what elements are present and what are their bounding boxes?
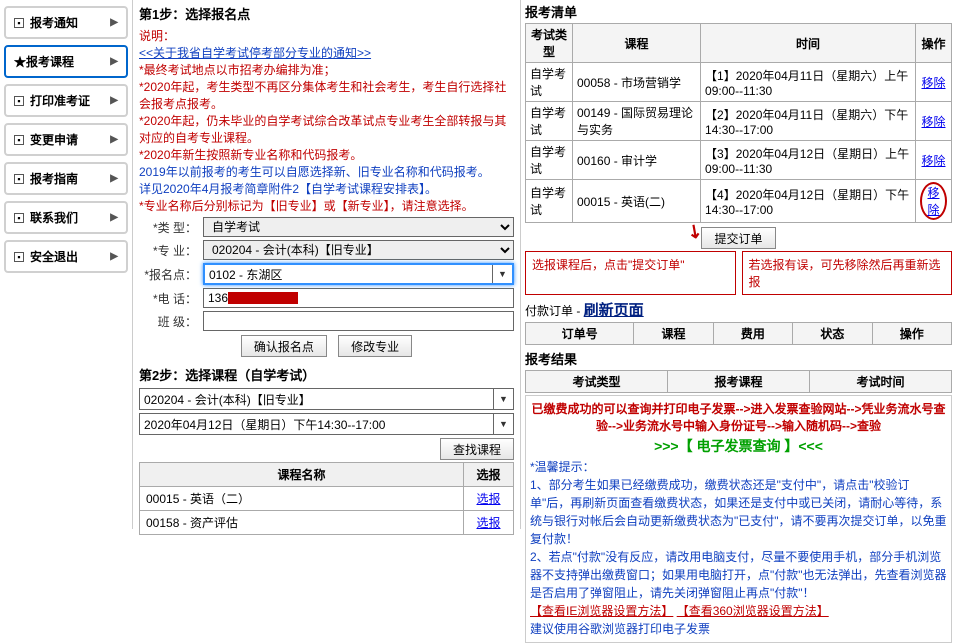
square-icon: ▪ bbox=[14, 96, 24, 106]
course-row: 00158 - 资产评估选报 bbox=[140, 511, 514, 535]
sidebar-item-label: 安全退出 bbox=[30, 248, 78, 265]
chevron-down-icon: ▼ bbox=[492, 265, 512, 283]
step2-major-select[interactable]: 020204 - 会计(本科)【旧专业】▼ bbox=[139, 388, 514, 410]
col-select: 选报 bbox=[464, 463, 514, 487]
modify-major-button[interactable]: 修改专业 bbox=[338, 335, 412, 357]
square-icon: ▪ bbox=[14, 174, 24, 184]
sidebar-item-label: 变更申请 bbox=[30, 131, 78, 148]
sidebar-item-label: 打印准考证 bbox=[30, 92, 90, 109]
chevron-right-icon: ▶ bbox=[110, 251, 118, 262]
square-icon: ▪ bbox=[14, 18, 24, 28]
step2-date-select[interactable]: 2020年04月12日（星期日）下午14:30--17:00▼ bbox=[139, 413, 514, 435]
sidebar-item-register[interactable]: ★报考课程 ▶ bbox=[4, 45, 128, 78]
course-table: 课程名称选报 00015 - 英语（二）选报 00158 - 资产评估选报 bbox=[139, 462, 514, 535]
square-icon: ▪ bbox=[14, 213, 24, 223]
square-icon: ▪ bbox=[14, 135, 24, 145]
sidebar-item-label: ★报考课程 bbox=[14, 53, 74, 70]
remove-link[interactable]: 移除 bbox=[921, 115, 945, 129]
redacted-bar bbox=[228, 292, 298, 304]
remove-circled: 移除 bbox=[920, 182, 947, 220]
label-major: *专 业： bbox=[139, 242, 203, 259]
type-select[interactable]: 自学考试 bbox=[203, 217, 514, 237]
remove-link[interactable]: 移除 bbox=[921, 76, 945, 90]
360-settings-link[interactable]: 【查看360浏览器设置方法】 bbox=[677, 604, 829, 618]
main-form: 第1步：选择报名点 说明： <<关于我省自学考试停考部分专业的通知>> *最终考… bbox=[132, 0, 520, 529]
confirm-site-button[interactable]: 确认报名点 bbox=[241, 335, 327, 357]
sidebar-item-label: 联系我们 bbox=[30, 209, 78, 226]
sidebar-item-logout[interactable]: ▪ 安全退出 ▶ bbox=[4, 240, 128, 273]
label-phone: *电 话： bbox=[139, 290, 203, 307]
chevron-right-icon: ▶ bbox=[110, 212, 118, 223]
phone-input[interactable]: 136 bbox=[203, 288, 514, 308]
cart-table: 考试类型课程时间操作 自学考试00058 - 市场营销学【1】2020年04月1… bbox=[525, 23, 952, 223]
major-select[interactable]: 020204 - 会计(本科)【旧专业】 bbox=[203, 240, 514, 260]
sidebar-item-guide[interactable]: ▪ 报考指南 ▶ bbox=[4, 162, 128, 195]
chevron-right-icon: ▶ bbox=[110, 17, 118, 28]
chevron-down-icon: ▼ bbox=[493, 414, 513, 434]
sidebar-item-label: 报考通知 bbox=[30, 14, 78, 31]
class-input[interactable] bbox=[203, 311, 514, 331]
sidebar-item-contact[interactable]: ▪ 联系我们 ▶ bbox=[4, 201, 128, 234]
submit-order-button[interactable]: 提交订单 bbox=[701, 227, 775, 249]
right-panel: 报考清单 考试类型课程时间操作 自学考试00058 - 市场营销学【1】2020… bbox=[520, 0, 956, 529]
sidebar-item-print[interactable]: ▪ 打印准考证 ▶ bbox=[4, 84, 128, 117]
cart-row: 自学考试00149 - 国际贸易理论与实务【2】2020年04月11日（星期六）… bbox=[526, 102, 952, 141]
cart-row: 自学考试00015 - 英语(二)【4】2020年04月12日（星期日）下午14… bbox=[526, 180, 952, 223]
select-course-link[interactable]: 选报 bbox=[476, 492, 500, 506]
select-course-link[interactable]: 选报 bbox=[476, 516, 500, 530]
sidebar: ▪ 报考通知 ▶ ★报考课程 ▶ ▪ 打印准考证 ▶ ▪ 变更申请 ▶ ▪ 报考指南 ▶ ▪ 联系我… bbox=[0, 0, 132, 529]
label-type: *类 型： bbox=[139, 219, 203, 236]
chevron-right-icon: ▶ bbox=[110, 173, 118, 184]
notice-link[interactable]: <<关于我省自学考试停考部分专业的通知>> bbox=[139, 46, 371, 60]
tip-red: 已缴费成功的可以查询并打印电子发票-->进入发票查验网站-->凭业务流水号查验-… bbox=[530, 400, 947, 434]
sidebar-item-change[interactable]: ▪ 变更申请 ▶ bbox=[4, 123, 128, 156]
result-table: 考试类型报考课程考试时间 bbox=[525, 370, 952, 393]
site-select[interactable]: 0102 - 东湖区▼ bbox=[203, 263, 514, 285]
ie-settings-link[interactable]: 【查看IE浏览器设置方法】 bbox=[530, 604, 673, 618]
label-class: 班 级： bbox=[139, 313, 203, 330]
notes: 说明： <<关于我省自学考试停考部分专业的通知>> *最终考试地点以市招考办编排… bbox=[139, 27, 514, 214]
col-course-name: 课程名称 bbox=[140, 463, 464, 487]
refresh-link[interactable]: 刷新页面 bbox=[584, 303, 644, 319]
square-icon: ▪ bbox=[14, 252, 24, 262]
chevron-right-icon: ▶ bbox=[110, 56, 118, 67]
remove-link[interactable]: 移除 bbox=[921, 154, 945, 168]
sidebar-item-label: 报考指南 bbox=[30, 170, 78, 187]
pay-title: 付款订单 - 刷新页面 bbox=[525, 299, 952, 320]
step1-title: 第1步：选择报名点 bbox=[139, 2, 514, 27]
chevron-down-icon: ▼ bbox=[493, 389, 513, 409]
remove-link[interactable]: 移除 bbox=[927, 186, 939, 217]
warm-tips: *温馨提示： 1、部分考生如果已经缴费成功，缴费状态还是"支付中"，请点击"校验… bbox=[530, 458, 947, 638]
step2-title: 第2步：选择课程（自学考试） bbox=[139, 365, 514, 384]
search-course-button[interactable]: 查找课程 bbox=[440, 438, 514, 460]
course-row: 00015 - 英语（二）选报 bbox=[140, 487, 514, 511]
cart-row: 自学考试00058 - 市场营销学【1】2020年04月11日（星期六）上午09… bbox=[526, 63, 952, 102]
cart-title: 报考清单 bbox=[525, 2, 952, 21]
chevron-right-icon: ▶ bbox=[110, 95, 118, 106]
chevron-right-icon: ▶ bbox=[110, 134, 118, 145]
cart-row: 自学考试00160 - 审计学【3】2020年04月12日（星期日）上午09:0… bbox=[526, 141, 952, 180]
hint-box-2: 若选报有误，可先移除然后再重新选报 bbox=[742, 251, 953, 295]
hint-box-1: 选报课程后，点击"提交订单" bbox=[525, 251, 736, 295]
einvoice-link[interactable]: >>>【 电子发票查询 】<<< bbox=[654, 438, 823, 454]
tip-box: 已缴费成功的可以查询并打印电子发票-->进入发票查验网站-->凭业务流水号查验-… bbox=[525, 395, 952, 643]
label-site: *报名点： bbox=[139, 266, 203, 283]
sidebar-item-notice[interactable]: ▪ 报考通知 ▶ bbox=[4, 6, 128, 39]
